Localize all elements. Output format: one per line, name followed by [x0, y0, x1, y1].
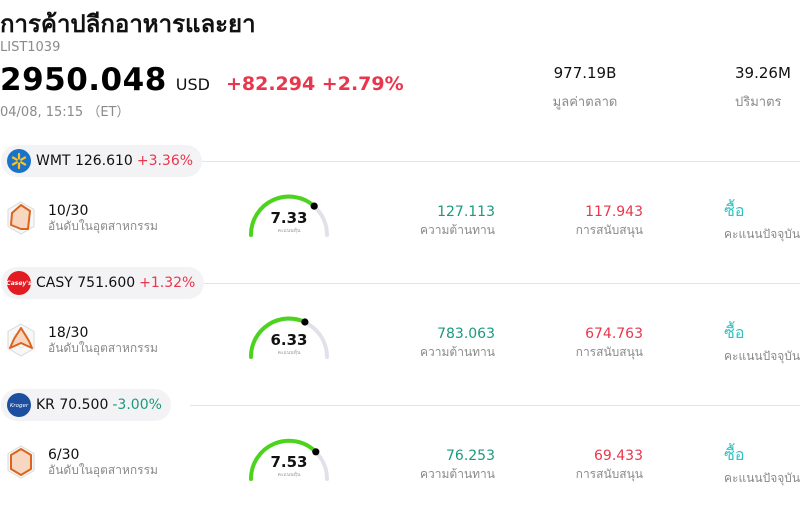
- currency: USD: [175, 75, 210, 94]
- stock-change: +1.32%: [139, 275, 196, 291]
- price-change: +82.294 +2.79%: [225, 73, 404, 95]
- stock-card-kr: Kroger KR 70.500 -3.00% 6/30 อันดับในอุต…: [0, 389, 800, 511]
- resistance-label: ความต้านทาน: [420, 345, 495, 359]
- price-row: 2950.048 USD +82.294 +2.79%: [0, 62, 404, 98]
- rank-label: อันดับในอุตสาหกรรม: [48, 463, 158, 477]
- score-label: คะแนนหุ้น: [277, 350, 301, 356]
- divider: [190, 283, 800, 284]
- current-rating: ซื้อ คะแนนปัจจุบัน: [724, 444, 800, 488]
- divider: [190, 161, 800, 162]
- stock-change: +3.36%: [136, 153, 194, 169]
- index-price: 2950.048: [0, 62, 167, 98]
- volume-stat: 39.26M ปริมาตร: [735, 64, 800, 112]
- resistance: 127.113 ความต้านทาน: [420, 203, 495, 238]
- industry-rank: 18/30 อันดับในอุตสาหกรรม: [6, 323, 158, 357]
- volume-label: ปริมาตร: [735, 95, 782, 110]
- radar-chart-icon: [7, 445, 35, 479]
- market-cap-label: มูลค่าตลาด: [552, 95, 618, 110]
- divider: [190, 405, 800, 406]
- rating-value: ซื้อ: [724, 323, 745, 342]
- resistance-label: ความต้านทาน: [420, 467, 495, 481]
- rating-value: ซื้อ: [724, 445, 745, 464]
- rating-label: คะแนนปัจจุบัน: [724, 227, 800, 241]
- support-label: การสนับสนุน: [575, 467, 643, 481]
- stock-symbol: WMT: [36, 153, 71, 169]
- volume-value: 39.26M: [735, 64, 791, 82]
- resistance: 76.253 ความต้านทาน: [420, 447, 495, 482]
- stock-price: 70.500: [59, 397, 109, 413]
- resistance-value: 127.113: [437, 204, 495, 220]
- svg-text:Casey's: Casey's: [7, 280, 31, 287]
- stock-change: -3.00%: [112, 397, 162, 413]
- rank-value: 18/30: [48, 325, 89, 341]
- resistance-label: ความต้านทาน: [420, 223, 495, 237]
- svg-text:Kroger: Kroger: [10, 403, 29, 409]
- resistance-value: 783.063: [437, 326, 495, 342]
- support-label: การสนับสนุน: [575, 345, 643, 359]
- support-value: 674.763: [585, 326, 643, 342]
- support-value: 117.943: [585, 204, 643, 220]
- resistance-value: 76.253: [446, 448, 495, 464]
- radar-chart-icon: [7, 323, 35, 357]
- rank-value: 6/30: [48, 447, 80, 463]
- stock-chip-kr[interactable]: Kroger KR 70.500 -3.00%: [1, 389, 171, 421]
- score-label: คะแนนหุ้น: [277, 472, 301, 478]
- stock-chip-casy[interactable]: Casey's CASY 751.600 +1.32%: [1, 267, 205, 299]
- score-gauge: 6.33 คะแนนหุ้น: [246, 311, 334, 363]
- stock-symbol: CASY: [36, 275, 73, 291]
- industry-rank: 6/30 อันดับในอุตสาหกรรม: [6, 445, 158, 479]
- support: 117.943 การสนับสนุน: [576, 203, 643, 238]
- stock-price: 751.600: [77, 275, 136, 291]
- rating-label: คะแนนปัจจุบัน: [724, 471, 800, 485]
- market-cap-stat: 977.19B มูลค่าตลาด: [545, 64, 625, 112]
- stock-card-wmt: WMT 126.610 +3.36% 10/30 อันดับในอุตสาหก…: [0, 145, 800, 267]
- index-code: LIST1039: [0, 40, 61, 55]
- page-title: การค้าปลีกอาหารและยา: [0, 10, 256, 38]
- market-cap-value: 977.19B: [553, 64, 617, 82]
- score-gauge: 7.53 คะแนนหุ้น: [246, 433, 334, 485]
- score-value: 6.33: [270, 331, 308, 349]
- radar-chart-icon: [7, 201, 35, 235]
- support: 69.433 การสนับสนุน: [576, 447, 643, 482]
- rank-label: อันดับในอุตสาหกรรม: [48, 219, 158, 233]
- score-value: 7.33: [270, 209, 308, 227]
- current-rating: ซื้อ คะแนนปัจจุบัน: [724, 322, 800, 366]
- support-label: การสนับสนุน: [575, 223, 643, 237]
- caseys-logo-icon: Casey's: [7, 271, 31, 295]
- industry-rank: 10/30 อันดับในอุตสาหกรรม: [6, 201, 158, 235]
- support-value: 69.433: [594, 448, 643, 464]
- rank-value: 10/30: [48, 203, 89, 219]
- walmart-logo-icon: [7, 149, 31, 173]
- resistance: 783.063 ความต้านทาน: [420, 325, 495, 360]
- score-gauge: 7.33 คะแนนหุ้น: [246, 189, 334, 241]
- score-value: 7.53: [270, 453, 308, 471]
- rating-value: ซื้อ: [724, 201, 745, 220]
- stock-chip-wmt[interactable]: WMT 126.610 +3.36%: [1, 145, 203, 177]
- support: 674.763 การสนับสนุน: [576, 325, 643, 360]
- score-label: คะแนนหุ้น: [277, 228, 301, 234]
- stock-price: 126.610: [74, 153, 133, 169]
- stock-card-casy: Casey's CASY 751.600 +1.32% 18/30 อันดับ…: [0, 267, 800, 389]
- timestamp: 04/08, 15:15 （ET）: [0, 105, 130, 120]
- rating-label: คะแนนปัจจุบัน: [724, 349, 800, 363]
- stock-symbol: KR: [36, 397, 55, 413]
- rank-label: อันดับในอุตสาหกรรม: [48, 341, 158, 355]
- current-rating: ซื้อ คะแนนปัจจุบัน: [724, 200, 800, 244]
- kroger-logo-icon: Kroger: [7, 393, 31, 417]
